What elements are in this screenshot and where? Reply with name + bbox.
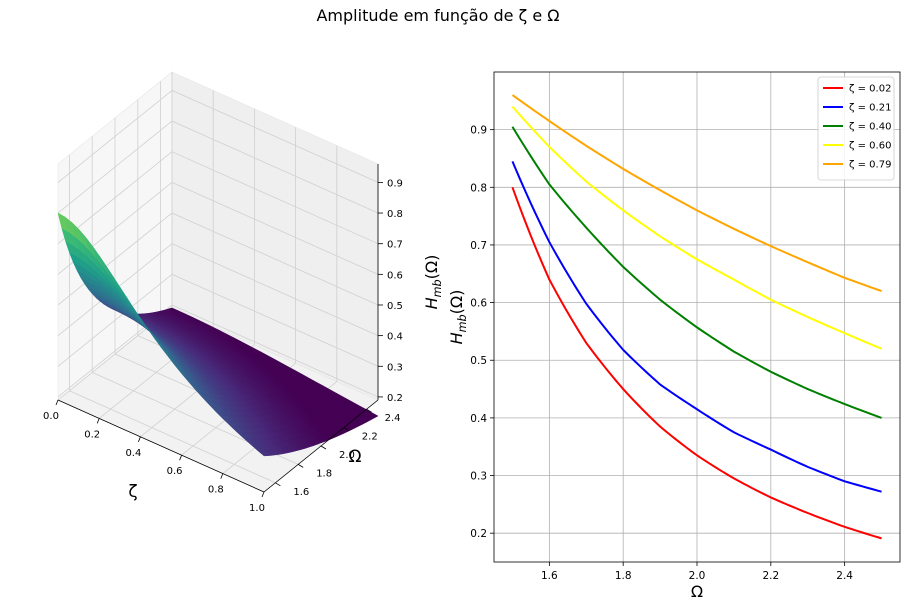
grid-line: [171, 304, 379, 398]
zeta-tick: [179, 455, 182, 461]
amplitude-tick-label: 0.3: [387, 362, 403, 373]
zeta-tick: [55, 399, 59, 406]
zeta-tick-label: 0.6: [167, 466, 183, 477]
zeta-tick: [96, 418, 100, 424]
zeta-tick: [261, 491, 265, 498]
grid-line: [57, 120, 173, 214]
surface-3d-axes: 0.0 0.2 0.4 0.6 0.8 1.0 1.6 1.8 2.0 2.2 2.4 0.2 0.3 0…: [43, 164, 444, 514]
legend-label: ζ = 0.21: [849, 103, 891, 114]
grid-line: [171, 120, 379, 214]
zeta-tick-label: 1.0: [249, 503, 265, 514]
omega-tick: [275, 482, 281, 487]
figure-suptitle: Amplitude em função de ζ e Ω: [316, 6, 559, 25]
line-plot-series: [511, 94, 882, 540]
omega-tick-label: 2.0: [339, 450, 355, 461]
amplitude-tick-label: 0.9: [387, 178, 403, 189]
surface-facet: [256, 449, 269, 457]
omega-tick-label: 1.6: [293, 487, 309, 498]
y-axis-label: Hmb(Ω): [447, 290, 469, 345]
omega-tick: [320, 445, 327, 450]
omega-tick: [366, 408, 372, 413]
y-tick-label: 0.9: [470, 125, 487, 137]
grid-line: [171, 151, 379, 245]
amplitude-tick-label: 0.7: [387, 240, 403, 251]
grid-line: [171, 90, 379, 183]
surface-3d-plot: 0.0 0.2 0.4 0.6 0.8 1.0 1.6 1.8 2.0 2.2 2.4 0.2 0.3 0…: [43, 71, 444, 514]
legend-label: ζ = 0.60: [849, 141, 891, 152]
y-tick-label: 0.3: [470, 471, 487, 483]
amplitude-tick-label: 0.6: [387, 270, 403, 281]
x-axis-label: Ω: [691, 582, 703, 601]
amplitude-axis-label: Hmb(Ω): [422, 255, 444, 310]
omega-axis-label: Ω: [349, 447, 362, 467]
grid-line: [57, 212, 173, 306]
grid-line: [57, 90, 173, 183]
legend-box: [817, 76, 895, 181]
omega-tick: [297, 464, 304, 468]
series-line-0: [511, 186, 882, 540]
x-tick-label: 2.0: [689, 570, 706, 582]
x-tick-label: 1.8: [615, 570, 632, 582]
y-tick-label: 0.5: [470, 355, 487, 367]
y-tick-label: 0.6: [470, 298, 487, 310]
grid-line: [171, 273, 379, 367]
y-tick-label: 0.7: [470, 240, 487, 252]
omega-tick-label: 2.2: [362, 432, 378, 443]
y-tick-label: 0.2: [470, 528, 487, 540]
x-tick-label: 2.4: [836, 570, 853, 582]
omega-tick-label: 2.4: [385, 413, 401, 424]
grid-line: [57, 273, 173, 367]
line-plot: 1.6 1.8 2.0 2.2 2.4 0.2 0.3 0.4 0.5 0.6 0.7 0.8 0.9 Ω…: [447, 71, 901, 601]
amplitude-tick-label: 0.2: [387, 393, 403, 404]
zeta-axis-line: [57, 399, 265, 493]
x-tick-label: 1.6: [541, 570, 558, 582]
line-plot-ticks: 1.6 1.8 2.0 2.2 2.4 0.2 0.3 0.4 0.5 0.6 0.7 0.8 0.9 Ω…: [447, 125, 853, 601]
omega-tick-label: 1.8: [316, 468, 332, 479]
zeta-tick-label: 0.4: [125, 448, 141, 459]
zeta-tick-label: 0.8: [208, 485, 224, 496]
amplitude-tick-label: 0.4: [387, 332, 403, 343]
series-line-3: [511, 105, 882, 350]
y-tick-label: 0.8: [470, 182, 487, 194]
line-plot-legend: ζ = 0.02 ζ = 0.21 ζ = 0.40 ζ = 0.60 ζ = 0.79: [817, 76, 895, 181]
legend-label: ζ = 0.79: [849, 160, 891, 171]
zeta-tick: [138, 436, 141, 442]
grid-line: [171, 243, 379, 337]
zeta-tick-label: 0.0: [43, 411, 59, 422]
grid-line: [171, 181, 379, 275]
zeta-axis-label: ζ: [128, 482, 137, 502]
x-tick-label: 2.2: [762, 570, 779, 582]
series-line-1: [511, 160, 882, 493]
series-line-2: [511, 126, 882, 419]
legend-label: ζ = 0.40: [849, 122, 891, 133]
grid-line: [69, 390, 276, 484]
zeta-tick: [220, 473, 224, 479]
legend-label: ζ = 0.02: [849, 84, 891, 95]
amplitude-tick-label: 0.8: [387, 209, 403, 220]
zeta-tick-label: 0.2: [84, 429, 100, 440]
grid-line: [171, 212, 379, 306]
line-plot-grid: [494, 72, 900, 562]
surface-3d-mesh: [57, 212, 379, 457]
amplitude-tick-label: 0.5: [387, 301, 403, 312]
omega-tick: [343, 427, 350, 431]
series-line-4: [511, 94, 882, 293]
y-tick-label: 0.4: [470, 413, 487, 425]
